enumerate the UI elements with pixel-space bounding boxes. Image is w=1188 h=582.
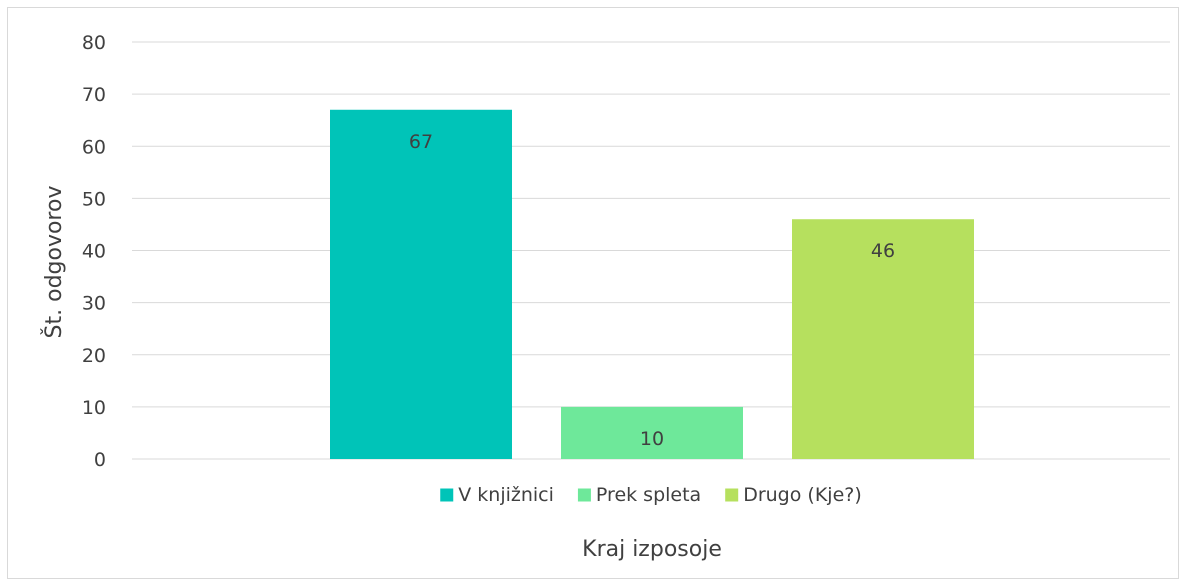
y-tick-label-10: 10 (82, 397, 106, 419)
y-tick-label-50: 50 (82, 188, 106, 210)
y-tick-label-60: 60 (82, 136, 106, 158)
legend-label-2: Prek spleta (596, 484, 701, 506)
bar-1 (330, 109, 512, 459)
bar-2 (561, 406, 743, 459)
y-tick-label-0: 0 (94, 449, 106, 471)
legend-swatch-2 (577, 488, 591, 502)
y-tick-labels: 0 10 20 30 40 50 60 70 80 (82, 32, 106, 471)
data-label-3: 46 (871, 240, 895, 262)
bar-3 (792, 219, 974, 459)
data-label-2: 10 (640, 428, 664, 450)
y-axis-title: Št. odgovorov (41, 186, 67, 339)
legend-item-2: Prek spleta (577, 484, 701, 506)
y-tick-label-40: 40 (82, 241, 106, 263)
data-label-1: 67 (409, 131, 433, 153)
y-tick-label-70: 70 (82, 84, 106, 106)
legend-swatch-3 (725, 488, 739, 502)
bars (330, 109, 974, 459)
legend-swatch-1 (440, 488, 454, 502)
y-tick-label-80: 80 (82, 32, 106, 54)
legend-label-1: V knjižnici (458, 484, 554, 506)
legend-item-3: Drugo (Kje?) (725, 484, 862, 506)
legend-label-3: Drugo (Kje?) (743, 484, 862, 506)
legend: V knjižnici Prek spleta Drugo (Kje?) (440, 484, 862, 506)
gridlines (132, 41, 1170, 460)
data-labels: 67 10 46 (409, 131, 895, 450)
legend-item-1: V knjižnici (440, 484, 554, 506)
y-tick-label-20: 20 (82, 345, 106, 367)
y-tick-label-30: 30 (82, 293, 106, 315)
x-axis-title: Kraj izposoje (582, 537, 722, 562)
chart-frame (7, 7, 1179, 579)
